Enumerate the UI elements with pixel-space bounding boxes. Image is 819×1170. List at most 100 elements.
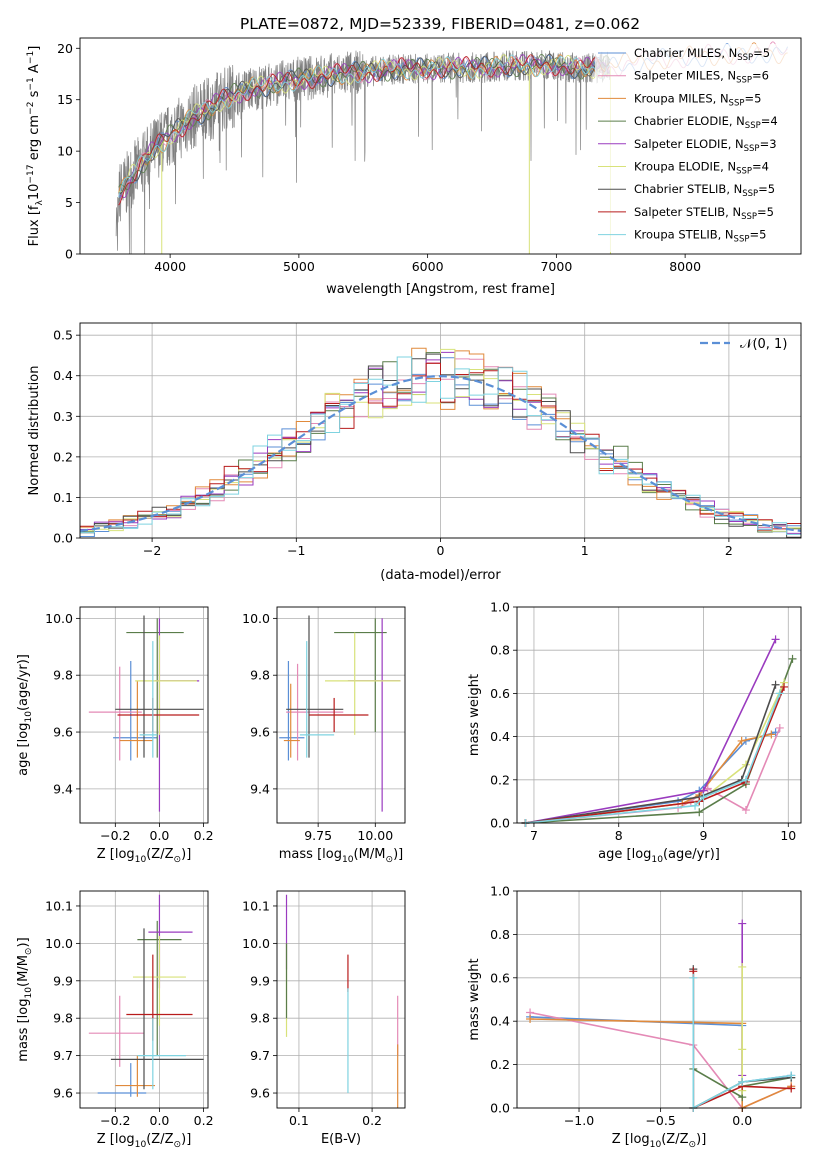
legend-entry: Salpeter STELIB, NSSP=5 (634, 205, 774, 222)
figure-title: PLATE=0872, MJD=52339, FIBERID=0481, z=0… (240, 15, 640, 33)
y-tick-label: 15 (57, 92, 73, 107)
ticks-z_mass: −0.2 0.0 0.2 9.6 9.7 9.8 9.9 10.0 10.1 (45, 898, 213, 1128)
y-tick-label: 0 (65, 247, 73, 262)
residuals-legend: 𝒩(0, 1) (700, 337, 787, 352)
x-tick-label: 4000 (154, 259, 186, 274)
y-tick-label: 9.8 (250, 668, 270, 683)
model-line-salpeter-stelib (118, 54, 611, 206)
ticks-residuals: −2 −1 0 1 2 0.0 0.1 0.2 0.3 0.4 0.5 (53, 328, 733, 558)
data-point-marker (691, 801, 700, 810)
ticks-ebv_mass: 0.1 0.2 9.6 9.7 9.8 9.9 10.0 10.1 (242, 898, 382, 1128)
y-tick-label: 0.8 (490, 643, 510, 658)
y-tick-label: 0.8 (490, 927, 510, 942)
y-tick-label: 9.9 (250, 973, 270, 988)
y-tick-label: 0.1 (53, 490, 73, 505)
x-axis-label: (data-model)/error (380, 568, 501, 583)
ticks-spectrum: 4000 5000 6000 7000 8000 0 5 10 15 20 (57, 41, 701, 274)
data-point-marker (741, 806, 750, 815)
axes-frame (79, 37, 802, 255)
data-point-marker (775, 689, 784, 698)
y-tick-label: 10.0 (242, 611, 270, 626)
legend-entry: Kroupa ELODIE, NSSP=4 (634, 160, 769, 177)
data-point-marker (787, 1071, 796, 1080)
ticks-age_weight: 7 8 9 10 0.0 0.2 0.4 0.6 0.8 1.0 (490, 600, 796, 844)
x-tick-label: 0 (437, 543, 445, 558)
y-tick-label: 0.4 (490, 729, 510, 744)
series-line-salpeter-elodie (525, 639, 777, 824)
data-point-marker (689, 973, 698, 982)
axes-mass_age: 9.75 10.00 9.4 9.6 9.8 10.0 mass [log10(M/M⊙)] (242, 606, 406, 865)
y-tick-label: 0.6 (490, 970, 510, 985)
axes-frame (276, 606, 406, 824)
y-tick-label: 0.4 (490, 1014, 510, 1029)
y-tick-label: 0.2 (490, 1057, 510, 1072)
z_mass-points (88, 894, 204, 1097)
x-tick-label: 0.0 (150, 1113, 170, 1128)
y-tick-label: 0.3 (53, 409, 73, 424)
y-tick-label: 9.8 (53, 668, 73, 683)
data-point-marker (526, 1015, 535, 1024)
x-tick-label: 9.75 (304, 828, 332, 843)
model-line-kroupa-stelib (118, 54, 611, 198)
mass_age-points (279, 615, 401, 812)
axes-z_weight: −1.0 −0.5 0.0 0.0 0.2 0.4 0.6 0.8 1.0 Z [log10(Z/… (467, 884, 802, 1150)
axes-spectrum: 4000 5000 6000 7000 8000 0 5 10 15 20 wavelength [… (26, 37, 802, 297)
x-tick-label: −2 (143, 543, 161, 558)
y-axis-label: mass [log10(M/M⊙)] (16, 937, 34, 1061)
y-axis-label: Flux [fλ10−17 erg cm−2 s−1 A−1] (26, 46, 45, 247)
axes-z_mass: −0.2 0.0 0.2 9.6 9.7 9.8 9.9 10.0 10.1 Z [log10(Z… (16, 890, 214, 1150)
y-tick-label: 9.4 (53, 781, 73, 796)
x-tick-label: −0.2 (100, 828, 130, 843)
y-tick-label: 10.0 (45, 611, 73, 626)
legend-entry: Salpeter MILES, NSSP=6 (634, 69, 769, 86)
x-tick-label: 7000 (540, 259, 572, 274)
x-tick-label: 0.0 (150, 828, 170, 843)
y-tick-label: 0.2 (490, 772, 510, 787)
legend-entry: Kroupa MILES, NSSP=5 (634, 91, 761, 108)
data-point-marker (787, 1084, 796, 1093)
axes-residuals: −2 −1 0 1 2 0.0 0.1 0.2 0.3 0.4 0.5 (data-model)/er… (27, 322, 802, 583)
x-tick-label: 8 (615, 828, 623, 843)
y-tick-label: 9.9 (53, 973, 73, 988)
x-tick-label: 9 (700, 828, 708, 843)
data-point-marker (788, 654, 797, 663)
series-line-salpeter-stelib (525, 686, 785, 824)
data-point-marker (771, 680, 780, 689)
x-tick-label: 6000 (412, 259, 444, 274)
x-tick-label: 0.2 (194, 828, 214, 843)
axes-frame (276, 890, 406, 1109)
series-line-kroupa-stelib (692, 977, 792, 1110)
x-axis-label: mass [log10(M/M⊙)] (279, 847, 403, 865)
legend-entry: Chabrier ELODIE, NSSP=4 (634, 114, 778, 131)
y-tick-label: 9.7 (53, 1048, 73, 1063)
axes-ebv_mass: 0.1 0.2 9.6 9.7 9.8 9.9 10.0 10.1 E(B-V) (242, 890, 406, 1147)
x-axis-label: Z [log10(Z/Z⊙)] (612, 1132, 707, 1150)
axes-age_weight: 7 8 9 10 0.0 0.2 0.4 0.6 0.8 1.0 age [log10(age/yr… (467, 600, 802, 865)
model-line-chabrier-elodie (118, 53, 611, 191)
legend-entry: Chabrier STELIB, NSSP=5 (634, 182, 775, 199)
y-tick-label: 9.8 (53, 1011, 73, 1026)
x-tick-label: 1 (581, 543, 589, 558)
x-axis-label: wavelength [Angstrom, rest frame] (326, 282, 555, 297)
x-tick-label: 0.2 (194, 1113, 214, 1128)
y-tick-label: 9.6 (250, 1086, 270, 1101)
y-tick-label: 0.0 (53, 531, 73, 546)
legend-entry: 𝒩(0, 1) (740, 337, 787, 352)
y-tick-label: 10.0 (45, 936, 73, 951)
x-tick-label: 10 (780, 828, 796, 843)
y-tick-label: 9.6 (53, 1086, 73, 1101)
series-line-chabrier-stelib (525, 684, 777, 824)
x-tick-label: −1.0 (564, 1113, 594, 1128)
ticks-mass_age: 9.75 10.00 9.4 9.6 9.8 10.0 (242, 611, 393, 843)
data-point-marker (741, 775, 750, 784)
y-tick-label: 10.1 (242, 898, 270, 913)
z_weight-grid (517, 890, 801, 1109)
data-point-marker (771, 635, 780, 644)
legend-entry: Chabrier MILES, NSSP=5 (634, 46, 770, 63)
y-axis-label: age [log10(age/yr)] (16, 654, 34, 776)
y-tick-label: 10 (57, 144, 73, 159)
data-point-marker (780, 682, 789, 691)
spectrum-area (115, 41, 789, 254)
y-tick-label: 9.4 (250, 781, 270, 796)
